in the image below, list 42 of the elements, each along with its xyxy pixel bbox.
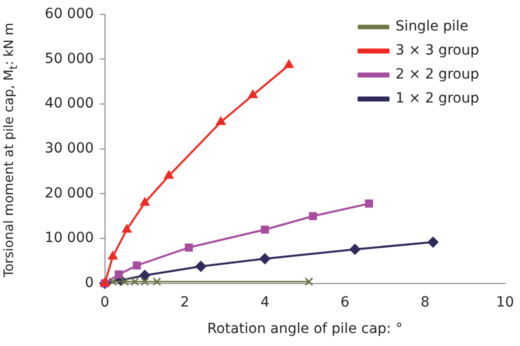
point (132, 261, 141, 270)
point (364, 200, 374, 208)
point (259, 253, 270, 264)
y-tick-label: 0 (84, 275, 94, 292)
point (216, 116, 226, 125)
point (349, 244, 360, 255)
y-tick-label: 60 000 (44, 6, 94, 22)
point (308, 212, 317, 220)
point (140, 197, 150, 206)
x-tick-label: 2 (180, 294, 190, 310)
point (120, 277, 130, 286)
point (195, 260, 206, 272)
y-tick-label: 40 000 (44, 96, 94, 112)
point (140, 277, 150, 286)
point (164, 170, 174, 179)
legend-label: 2 × 2 group (396, 66, 480, 83)
point (248, 90, 258, 98)
legend-label: Single pile (396, 18, 468, 35)
x-axis-title: Rotation angle of pile cap: ° (207, 321, 403, 338)
x-tick-label: 10 (496, 294, 514, 310)
x-tick-label: 0 (100, 294, 110, 310)
x-tick-label: 8 (420, 294, 430, 310)
legend-label: 1 × 2 group (396, 90, 480, 107)
x-tick-label: 4 (260, 294, 270, 310)
point (152, 277, 162, 286)
point (108, 277, 118, 286)
point (428, 236, 439, 248)
point (108, 251, 118, 260)
y-tick-label: 10 000 (44, 230, 94, 246)
legend-label: 3 × 3 group (396, 42, 480, 59)
point (130, 277, 140, 286)
point (114, 270, 123, 278)
point (122, 224, 132, 233)
x-tick-label: 6 (340, 294, 350, 310)
point (260, 226, 269, 234)
point (304, 277, 314, 286)
y-tick-label: 30 000 (44, 140, 94, 157)
point (139, 270, 150, 281)
y-tick-label: 20 000 (44, 185, 94, 202)
point (284, 60, 294, 68)
y-tick-label: 50 000 (44, 50, 94, 67)
point (184, 244, 193, 252)
